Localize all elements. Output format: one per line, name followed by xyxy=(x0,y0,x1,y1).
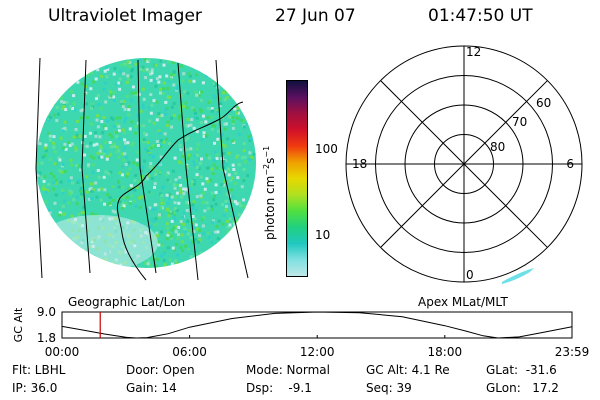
left-panel-caption: Geographic Lat/Lon xyxy=(68,295,186,309)
meridian-line xyxy=(215,59,249,279)
observation-time: 01:47:50 UT xyxy=(428,6,533,26)
polar-diagonal xyxy=(442,142,486,186)
footer-ip: IP: 36.0 xyxy=(12,381,58,395)
polar-diagonal xyxy=(484,80,548,144)
polar-diagonal xyxy=(380,80,444,144)
colorbar xyxy=(286,80,308,277)
footer-seq: Seq: 39 xyxy=(366,381,412,395)
right-panel-caption: Apex MLat/MLT xyxy=(418,295,508,309)
chart-xtick-0000: 00:00 xyxy=(45,345,80,359)
footer-gain: Gain: 14 xyxy=(126,381,177,395)
footer-mode: Mode: Normal xyxy=(246,363,330,377)
altitude-series-line xyxy=(61,311,573,339)
polar-grid: 12 6 18 0 60 70 80 xyxy=(345,45,583,284)
polar-diagonal xyxy=(380,184,444,248)
colorbar-tick-10: 10 xyxy=(315,228,331,242)
colorbar-unit-label: photon cm−2s−1 xyxy=(262,145,277,240)
polar-aurora-patch xyxy=(502,268,534,284)
chart-xtick-1800: 18:00 xyxy=(428,345,463,359)
footer-gc-altitude: GC Alt: 4.1 Re xyxy=(366,363,450,377)
footer-glon: GLon: 17.2 xyxy=(486,381,559,395)
meridian-line xyxy=(137,59,157,274)
mlt-label-6: 6 xyxy=(566,157,574,171)
instrument-title: Ultraviolet Imager xyxy=(48,6,202,26)
chart-xtick-1200: 12:00 xyxy=(300,345,335,359)
chart-frame xyxy=(61,311,573,339)
footer-glat: GLat: -31.6 xyxy=(486,363,557,377)
polar-diagonal xyxy=(484,184,548,248)
coastline xyxy=(116,101,244,281)
polar-grid-lines xyxy=(345,45,583,283)
mlt-label-12: 12 xyxy=(466,45,481,59)
colorbar-tick-100: 100 xyxy=(315,142,338,156)
footer-filter: Flt: LBHL xyxy=(12,363,66,377)
meridian-line xyxy=(35,57,43,279)
chart-xtick-0600: 06:00 xyxy=(172,345,207,359)
chart-ylabel: GC Alt xyxy=(12,307,25,342)
mlat-label-80: 80 xyxy=(490,140,505,154)
meridian-line xyxy=(81,59,91,274)
mlt-label-18: 18 xyxy=(352,157,367,171)
mlt-label-0: 0 xyxy=(466,268,474,282)
mlat-label-60: 60 xyxy=(536,96,551,110)
chart-ytick-9.0: 9.0 xyxy=(37,305,56,319)
observation-date: 27 Jun 07 xyxy=(275,6,356,26)
pale-region xyxy=(38,215,158,268)
footer-dsp: Dsp: -9.1 xyxy=(246,381,312,395)
footer-door: Door: Open xyxy=(126,363,195,377)
meridian-line xyxy=(177,62,199,281)
geographic-image xyxy=(35,57,256,281)
chart-xtick-2359: 23:59 xyxy=(555,345,590,359)
mlat-label-70: 70 xyxy=(512,115,527,129)
altitude-chart: GC Alt 9.0 1.800:00 06:00 12:00 18:00 23:59 xyxy=(12,305,590,359)
chart-ytick-1.8: 1.8 xyxy=(37,331,56,345)
